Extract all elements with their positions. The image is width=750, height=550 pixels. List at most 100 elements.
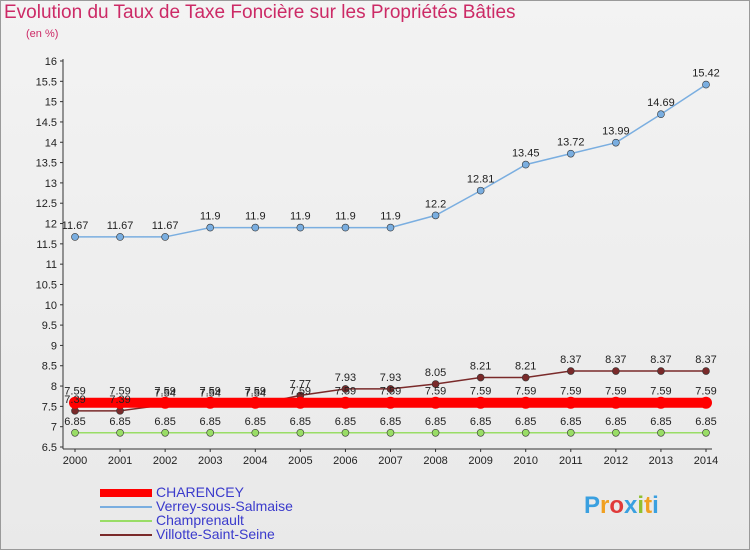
y-tick-label: 9 (51, 340, 57, 352)
y-tick-label: 15.5 (36, 76, 57, 88)
legend-swatch (100, 506, 152, 508)
data-point (116, 233, 124, 241)
chart-title: Evolution du Taux de Taxe Foncière sur l… (4, 2, 516, 23)
data-label: 11.67 (62, 220, 89, 232)
y-tick-label: 8 (51, 381, 57, 393)
data-point (431, 428, 440, 437)
data-label: 7.59 (650, 386, 671, 398)
data-label: 8.37 (695, 354, 716, 366)
data-point (431, 211, 440, 220)
data-label: 7.59 (154, 386, 175, 398)
data-label: 13.99 (602, 126, 630, 138)
data-point (386, 428, 395, 437)
data-point (476, 186, 485, 195)
x-tick-label: 2006 (333, 455, 357, 467)
y-tick-label: 12 (45, 219, 57, 231)
y-tick-label: 13 (45, 178, 57, 190)
data-label: 7.59 (605, 386, 626, 398)
data-point (249, 396, 262, 409)
data-label: 11.67 (107, 220, 134, 232)
data-point (386, 385, 395, 393)
data-label: 6.85 (335, 416, 356, 428)
data-label: 14.69 (647, 97, 675, 109)
x-tick-label: 2009 (468, 455, 492, 467)
data-point (566, 149, 575, 158)
data-point (654, 396, 667, 409)
data-label: 12.81 (467, 174, 495, 186)
data-label: 6.85 (64, 416, 85, 428)
data-point (521, 160, 530, 169)
data-point (341, 428, 350, 437)
y-tick-label: 14 (45, 137, 57, 149)
data-point (71, 428, 79, 437)
data-point (429, 396, 442, 409)
data-label: 8.21 (515, 361, 536, 373)
legend-label: Champrenault (156, 512, 244, 528)
data-point (702, 367, 710, 375)
data-label: 6.85 (109, 416, 130, 428)
data-point (206, 428, 215, 437)
y-tick-label: 6.5 (42, 442, 57, 454)
x-tick-label: 2008 (423, 455, 447, 467)
data-label: 7.59 (64, 386, 85, 398)
data-label: 11.67 (152, 220, 179, 232)
data-label: 6.85 (200, 416, 221, 428)
data-label: 7.59 (109, 386, 130, 398)
data-label: 11.9 (290, 211, 311, 223)
x-tick-label: 2011 (559, 455, 583, 467)
data-label: 8.37 (650, 354, 671, 366)
data-point (609, 396, 622, 409)
data-label: 11.9 (380, 211, 401, 223)
data-point (71, 233, 79, 241)
data-label: 7.59 (470, 386, 491, 398)
data-point (564, 396, 577, 409)
logo-letter: i (637, 492, 645, 519)
data-label: 6.85 (650, 416, 671, 428)
data-point (251, 223, 260, 232)
data-point (251, 428, 260, 437)
logo-letter: P (584, 492, 601, 519)
data-label: 6.85 (290, 416, 311, 428)
data-point (116, 428, 124, 437)
data-point (702, 428, 710, 437)
data-label: 8.05 (425, 367, 446, 379)
data-point (519, 396, 532, 409)
data-label: 7.59 (200, 386, 221, 398)
data-point (341, 385, 350, 393)
x-tick-label: 2002 (153, 455, 177, 467)
data-point (296, 428, 305, 437)
y-tick-label: 7 (51, 422, 57, 434)
data-point (296, 223, 305, 232)
data-point (476, 373, 485, 382)
data-point (566, 428, 575, 437)
data-point (521, 373, 530, 382)
data-label: 11.9 (245, 211, 266, 223)
x-tick-label: 2014 (694, 455, 718, 467)
data-label: 6.85 (154, 416, 175, 428)
data-point (474, 396, 487, 409)
y-tick-label: 11 (46, 259, 57, 271)
y-tick-label: 11.5 (36, 239, 57, 251)
data-point (612, 367, 620, 375)
data-label: 6.85 (560, 416, 581, 428)
y-tick-label: 10 (45, 300, 57, 312)
data-point (657, 428, 665, 437)
data-point (386, 223, 395, 232)
data-label: 7.59 (245, 386, 266, 398)
data-label: 7.59 (335, 386, 356, 398)
data-point (431, 380, 440, 388)
data-label: 6.85 (425, 416, 446, 428)
data-label: 7.77 (290, 378, 311, 390)
line-chart: 6.5 7 7.5 8 8.5 9 9.5 10 10.5 11 11.5 12 12.5 13 13.5 1… (36, 56, 720, 467)
y-tick-label: 10.5 (36, 279, 57, 291)
data-label: 7.93 (380, 372, 401, 384)
y-tick-label: 9.5 (42, 320, 57, 332)
data-label: 7.39 (109, 394, 130, 406)
legend-swatch (100, 520, 152, 522)
legend-swatch (100, 489, 152, 497)
x-tick-label: 2004 (243, 455, 267, 467)
data-label: 7.59 (425, 386, 446, 398)
x-tick-label: 2012 (604, 455, 628, 467)
data-point (159, 396, 172, 409)
